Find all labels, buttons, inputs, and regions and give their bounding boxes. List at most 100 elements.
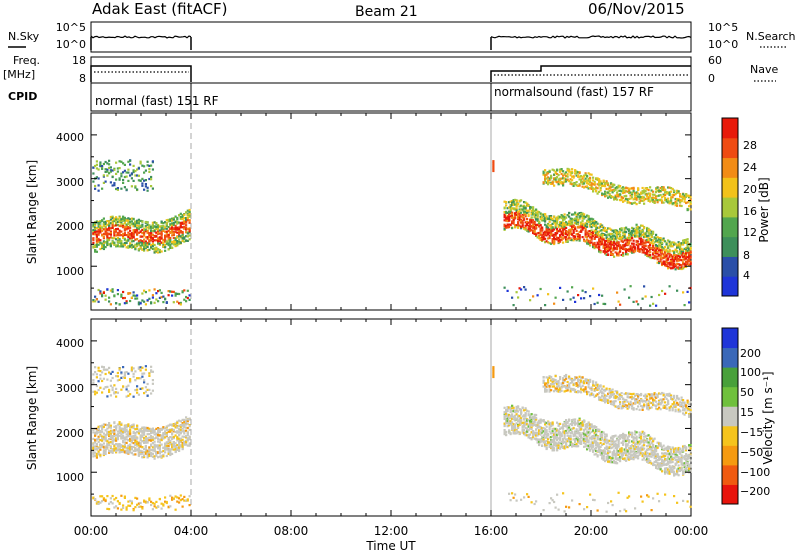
data-cell	[174, 442, 177, 445]
data-cell	[176, 446, 179, 449]
data-cell	[682, 239, 685, 242]
data-cell	[171, 229, 174, 232]
data-cell	[108, 430, 111, 434]
data-cell	[137, 174, 140, 177]
data-cell	[523, 421, 526, 424]
data-cell	[95, 373, 98, 376]
data-cell	[92, 230, 95, 233]
data-cell	[580, 221, 583, 224]
data-cell	[186, 239, 189, 242]
data-cell	[127, 221, 130, 224]
data-cell	[181, 430, 184, 433]
data-cell	[188, 444, 191, 447]
data-cell	[178, 214, 181, 217]
data-cell	[626, 236, 629, 239]
data-cell	[508, 215, 511, 218]
data-cell	[148, 388, 151, 391]
data-cell	[141, 430, 144, 433]
data-cell	[109, 227, 112, 230]
data-cell	[517, 221, 520, 224]
data-cell	[610, 252, 613, 255]
data-cell	[662, 237, 665, 240]
data-cell	[169, 220, 172, 223]
data-cell	[563, 235, 566, 239]
data-cell	[593, 180, 596, 183]
data-cell	[671, 263, 674, 266]
data-cell	[108, 224, 111, 227]
data-cell	[141, 440, 144, 443]
data-cell	[556, 236, 559, 239]
data-cell	[506, 207, 509, 210]
data-cell	[668, 266, 671, 269]
data-cell	[129, 234, 132, 237]
data-cell	[171, 217, 174, 220]
data-cell	[186, 289, 189, 292]
data-cell	[104, 233, 107, 236]
data-cell	[629, 233, 632, 236]
data-cell	[134, 221, 137, 224]
data-cell	[144, 303, 147, 306]
data-cell	[646, 238, 649, 241]
data-cell	[610, 228, 613, 231]
data-cell	[95, 298, 98, 301]
data-cell	[111, 224, 114, 227]
data-cell	[143, 188, 146, 191]
data-cell	[509, 432, 512, 435]
data-cell	[132, 245, 135, 248]
data-cell	[185, 228, 188, 231]
data-cell	[644, 295, 647, 298]
data-cell	[178, 424, 181, 427]
data-cell	[123, 175, 126, 179]
data-cell	[599, 251, 602, 254]
data-cell	[626, 190, 629, 193]
data-cell	[506, 419, 509, 422]
data-cell	[125, 449, 128, 452]
data-cell	[146, 189, 149, 192]
data-cell	[116, 167, 119, 170]
freq-left-tick-top: 18	[72, 54, 86, 67]
data-cell	[637, 248, 640, 251]
data-cell	[647, 241, 650, 244]
data-cell	[562, 232, 565, 235]
data-cell	[148, 227, 151, 230]
data-cell	[625, 231, 628, 234]
data-cell	[683, 239, 686, 242]
data-cell	[129, 425, 132, 428]
data-cell	[92, 222, 95, 225]
data-cell	[613, 198, 616, 201]
data-cell	[179, 428, 182, 431]
data-cell	[598, 183, 601, 186]
data-cell	[136, 497, 139, 500]
data-cell	[178, 428, 181, 431]
data-cell	[598, 190, 601, 193]
data-cell	[674, 263, 677, 266]
data-cell	[129, 499, 132, 502]
data-cell	[148, 497, 151, 500]
data-cell	[172, 429, 175, 432]
data-cell	[94, 228, 97, 231]
data-cell	[607, 182, 610, 185]
data-cell	[129, 174, 132, 177]
data-cell	[508, 429, 511, 432]
data-cell	[183, 217, 186, 220]
data-cell	[92, 238, 95, 241]
data-cell	[125, 395, 128, 398]
data-cell	[160, 234, 163, 237]
data-cell	[129, 444, 132, 447]
data-cell	[174, 228, 177, 231]
data-cell	[592, 218, 595, 221]
data-cell	[605, 236, 608, 239]
data-cell	[164, 226, 167, 229]
data-cell	[515, 213, 518, 216]
data-cell	[530, 229, 533, 232]
data-cell	[139, 230, 142, 233]
data-cell	[518, 212, 521, 215]
data-cell	[592, 287, 595, 290]
data-cell	[136, 437, 139, 440]
data-cell	[655, 195, 658, 198]
data-cell	[183, 220, 186, 224]
data-cell	[508, 414, 511, 417]
data-cell	[99, 290, 102, 293]
data-cell	[169, 429, 172, 432]
data-cell	[632, 190, 635, 193]
